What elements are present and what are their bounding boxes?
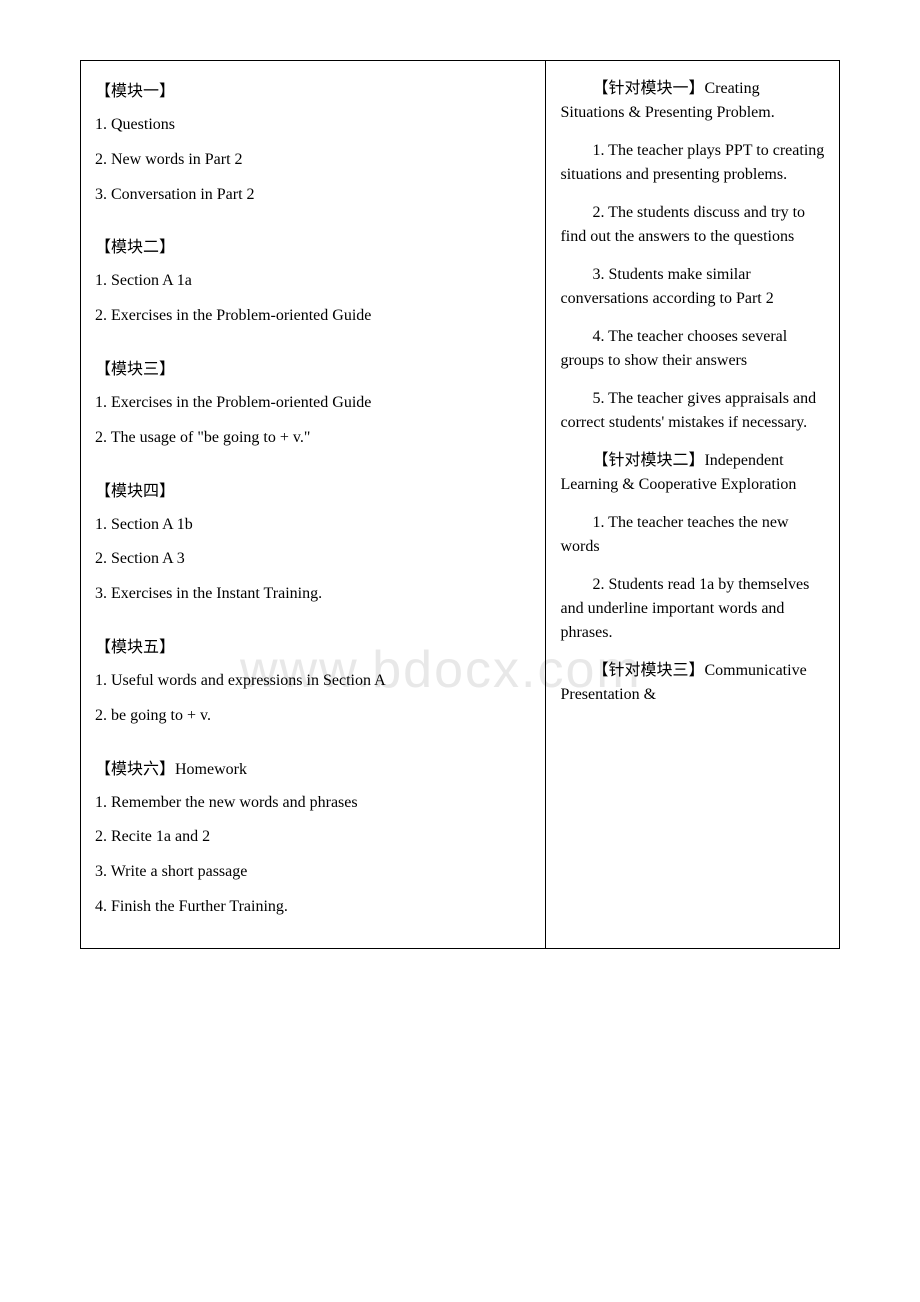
right-section-1-item-4: 4. The teacher chooses several groups to…: [560, 325, 825, 373]
module-6-item-4: 4. Finish the Further Training.: [95, 897, 531, 918]
right-section-2-item-2: 2. Students read 1a by themselves and un…: [560, 573, 825, 645]
right-section-2-header: 【针对模块二】Independent Learning & Cooperativ…: [560, 449, 825, 497]
right-section-1-header: 【针对模块一】Creating Situations & Presenting …: [560, 77, 825, 125]
module-3-header: 【模块三】: [95, 355, 531, 379]
module-1-item-1: 1. Questions: [95, 115, 531, 136]
right-section-2-item-1: 1. The teacher teaches the new words: [560, 511, 825, 559]
right-section-1-item-5: 5. The teacher gives appraisals and corr…: [560, 387, 825, 435]
module-4-header: 【模块四】: [95, 477, 531, 501]
right-section-1-item-3: 3. Students make similar conversations a…: [560, 263, 825, 311]
module-5-item-1: 1. Useful words and expressions in Secti…: [95, 671, 531, 692]
right-section-1-item-1: 1. The teacher plays PPT to creating sit…: [560, 139, 825, 187]
module-4-item-1: 1. Section A 1b: [95, 515, 531, 536]
module-5-header: 【模块五】: [95, 633, 531, 657]
module-6-item-3: 3. Write a short passage: [95, 862, 531, 883]
module-1-item-2: 2. New words in Part 2: [95, 150, 531, 171]
module-6-header: 【模块六】Homework: [95, 755, 531, 779]
document-table: 【模块一】 1. Questions 2. New words in Part …: [80, 60, 840, 949]
module-2-header: 【模块二】: [95, 233, 531, 257]
right-section-3-header: 【针对模块三】Communicative Presentation &: [560, 659, 825, 707]
module-3-item-2: 2. The usage of "be going to + v.": [95, 428, 531, 449]
left-column: 【模块一】 1. Questions 2. New words in Part …: [81, 61, 546, 948]
module-5-item-2: 2. be going to + v.: [95, 706, 531, 727]
module-6-item-2: 2. Recite 1a and 2: [95, 827, 531, 848]
module-4-item-2: 2. Section A 3: [95, 549, 531, 570]
right-section-1-item-2: 2. The students discuss and try to find …: [560, 201, 825, 249]
module-3-item-1: 1. Exercises in the Problem-oriented Gui…: [95, 393, 531, 414]
right-column: 【针对模块一】Creating Situations & Presenting …: [546, 61, 839, 948]
module-4-item-3: 3. Exercises in the Instant Training.: [95, 584, 531, 605]
module-1-header: 【模块一】: [95, 77, 531, 101]
module-2-item-2: 2. Exercises in the Problem-oriented Gui…: [95, 306, 531, 327]
module-6-item-1: 1. Remember the new words and phrases: [95, 793, 531, 814]
module-2-item-1: 1. Section A 1a: [95, 271, 531, 292]
module-1-item-3: 3. Conversation in Part 2: [95, 185, 531, 206]
